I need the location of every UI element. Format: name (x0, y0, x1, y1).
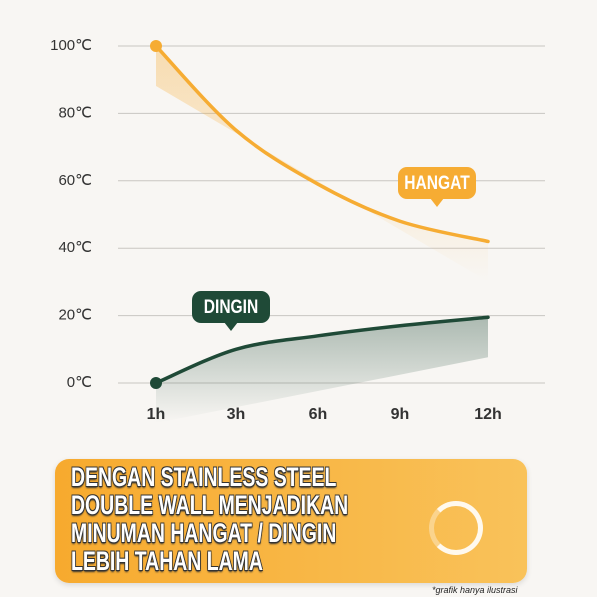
footnote: *grafik hanya ilustrasi (432, 585, 518, 595)
banner: DENGAN STAINLESS STEEL DOUBLE WALL MENJAD… (55, 459, 527, 583)
line (154, 315, 490, 385)
headline: DENGAN STAINLESS STEEL DOUBLE WALL MENJAD… (71, 463, 474, 575)
y-tick-label: 40℃ (58, 239, 92, 256)
loading-icon (429, 501, 483, 555)
headline-line: MINUMAN HANGAT / DINGIN (71, 518, 337, 548)
headline-line: DENGAN STAINLESS STEEL (71, 462, 337, 492)
y-tick-label: 80℃ (58, 104, 92, 121)
x-tick-label: 6h (309, 406, 328, 423)
legend-box (398, 167, 476, 199)
y-tick-label: 60℃ (58, 172, 92, 189)
legend-box (192, 291, 270, 323)
headline-line: DOUBLE WALL MENJADIKAN (71, 490, 349, 520)
x-tick-label: 9h (391, 406, 410, 423)
headline-line: LEBIH TAHAN LAMA (71, 546, 263, 576)
legend-pointer (224, 322, 238, 331)
chart: 0℃20℃40℃60℃80℃100℃1h3h6h9h12hHANGATDINGI… (50, 37, 545, 423)
start-dot (150, 40, 162, 52)
y-tick-label: 100℃ (50, 37, 92, 54)
area-shade (156, 317, 488, 423)
area-shade (156, 46, 488, 282)
legend-label: DINGIN (204, 296, 258, 318)
legend-pointer (430, 198, 444, 207)
x-tick-label: 12h (474, 406, 502, 423)
line (154, 44, 490, 244)
y-tick-label: 20℃ (58, 307, 92, 324)
x-tick-label: 3h (227, 406, 246, 423)
y-tick-label: 0℃ (67, 374, 92, 391)
legend-label: HANGAT (404, 172, 470, 194)
start-dot (150, 377, 162, 389)
